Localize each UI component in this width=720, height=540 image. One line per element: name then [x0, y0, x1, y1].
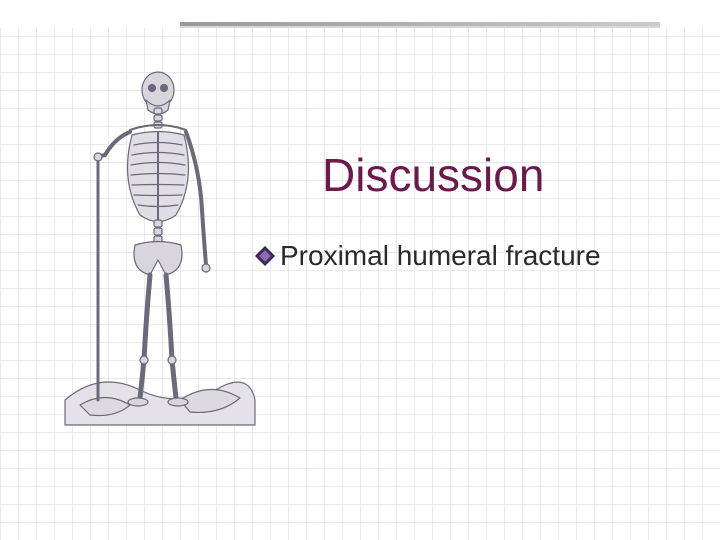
bullet-row: Proximal humeral fracture: [258, 240, 601, 272]
slide-title: Discussion: [322, 148, 544, 202]
bullet-text: Proximal humeral fracture: [280, 240, 601, 272]
top-rule-shadow: [180, 26, 660, 28]
skeleton-icon: [60, 60, 260, 430]
skeleton-illustration: [60, 60, 260, 430]
diamond-bullet-icon: [258, 249, 272, 263]
